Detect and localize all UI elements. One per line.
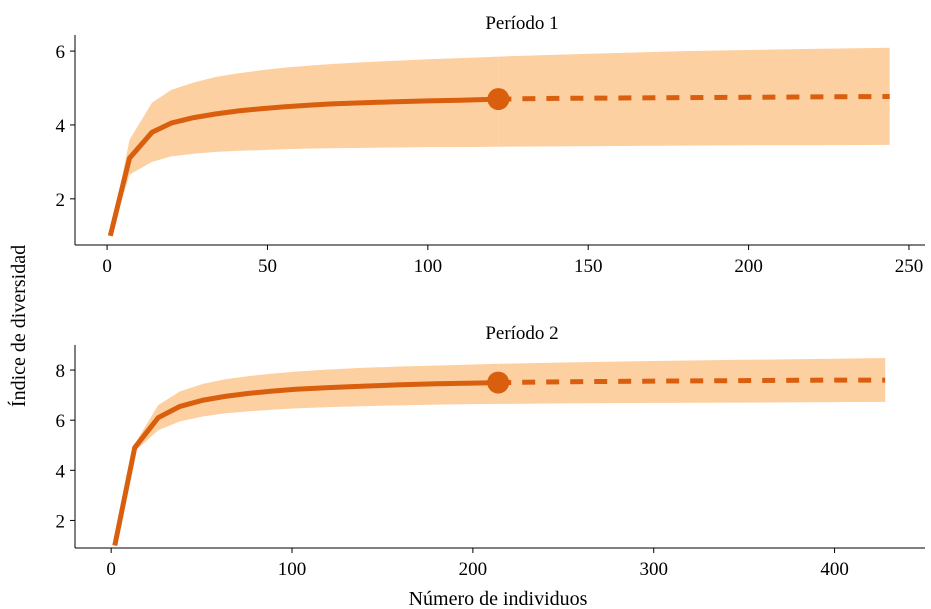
y-tick-label: 6 bbox=[56, 411, 66, 432]
y-tick-label: 4 bbox=[56, 116, 66, 137]
panel-title: Período 2 bbox=[485, 323, 558, 344]
x-tick-label: 200 bbox=[459, 559, 488, 580]
x-tick-label: 100 bbox=[278, 559, 307, 580]
x-tick-label: 400 bbox=[820, 559, 849, 580]
x-tick-label: 50 bbox=[258, 256, 277, 277]
y-tick-label: 2 bbox=[56, 511, 66, 532]
series-line-extrapolated bbox=[498, 94, 890, 102]
observed-point bbox=[487, 88, 510, 111]
confidence-band-interpolated bbox=[114, 363, 499, 546]
panel-periodo-2: 0 100 200 300 400 2 4 6 8 Período 2 bbox=[56, 323, 925, 580]
x-tick-label: 300 bbox=[639, 559, 668, 580]
x-tick-label: 150 bbox=[574, 256, 603, 277]
confidence-band-interpolated bbox=[110, 56, 499, 236]
y-tick-label: 2 bbox=[56, 190, 66, 211]
x-tick-label: 0 bbox=[102, 256, 112, 277]
x-tick-label: 0 bbox=[106, 559, 116, 580]
series-line-interpolated bbox=[112, 380, 499, 546]
x-tick-label: 200 bbox=[734, 256, 763, 277]
series-line-interpolated bbox=[107, 96, 499, 237]
y-tick-label: 6 bbox=[56, 42, 66, 63]
panel-title: Período 1 bbox=[485, 13, 558, 34]
series-line-extrapolated bbox=[498, 377, 886, 386]
y-tick-label: 4 bbox=[56, 461, 66, 482]
panel-periodo-1: 0 50 100 150 200 250 2 4 6 Período 1 bbox=[56, 13, 925, 277]
x-axis-label: Número de individuos bbox=[409, 588, 588, 609]
y-tick-label: 8 bbox=[56, 361, 66, 382]
observed-point bbox=[487, 371, 510, 394]
x-tick-label: 250 bbox=[895, 256, 924, 277]
y-axis-label: Índice de diversidad bbox=[7, 245, 30, 407]
x-tick-label: 100 bbox=[414, 256, 443, 277]
